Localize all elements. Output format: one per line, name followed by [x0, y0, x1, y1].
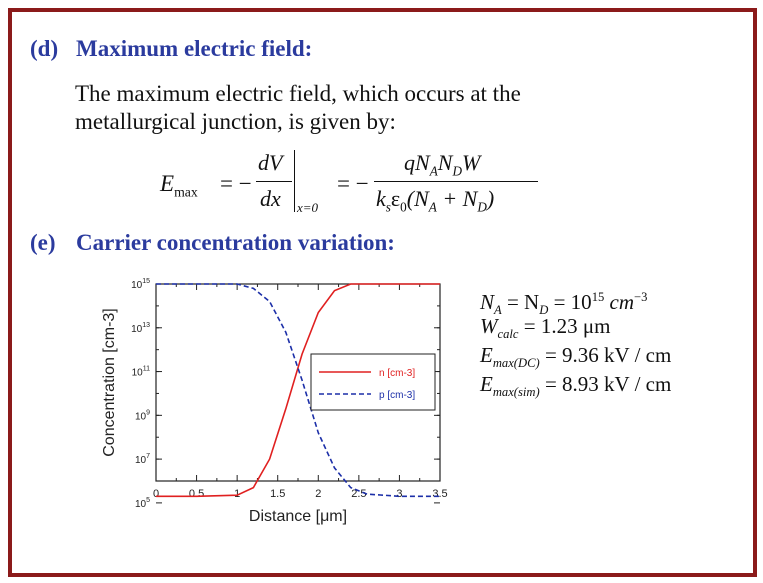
legend-label-1: p [cm-3] — [379, 390, 415, 401]
eq-num-1: dV — [258, 150, 283, 175]
legend-label-0: n [cm-3] — [379, 368, 415, 379]
result-emax-sim: Emax(sim) = 8.93 kV / cm — [480, 372, 672, 400]
y-axis-label: Concentration [cm-3] — [101, 308, 118, 457]
paragraph-line-2: metallurgical junction, is given by: — [75, 109, 396, 134]
y-tick-label: 105 — [135, 497, 150, 510]
result-doping: NA = ND = 1015 cm−3 — [480, 290, 648, 318]
section-e-tag: (e) — [30, 230, 56, 255]
section-e-title: Carrier concentration variation: — [76, 230, 395, 255]
paragraph: The maximum electric field, which occurs… — [75, 80, 521, 136]
slide-frame — [8, 8, 757, 577]
eq-num-2: qNANDW — [404, 150, 481, 179]
series-n-line — [156, 283, 440, 498]
eq-eval-bar — [294, 150, 295, 212]
x-tick-label: 1.5 — [270, 488, 285, 500]
eq-equals-2: = − — [337, 171, 369, 196]
x-tick-label: 0.5 — [189, 488, 204, 500]
x-tick-label: 1 — [234, 488, 240, 500]
x-tick-label: 3.5 — [432, 488, 447, 500]
eq-den-2: ksε0(NA + ND) — [376, 186, 495, 215]
section-d-tag: (d) — [30, 36, 59, 61]
y-tick-label: 1013 — [131, 322, 150, 335]
y-tick-label: 107 — [135, 453, 150, 466]
y-tick-label: 1015 — [131, 278, 150, 291]
x-axis-label: Distance [μm] — [249, 508, 347, 525]
eq-eval-at: x=0 — [297, 200, 319, 215]
eq-equals-1: = − — [220, 171, 252, 196]
section-d-heading: (d) Maximum electric field: — [30, 36, 312, 62]
x-tick-label: 2 — [315, 488, 321, 500]
x-tick-label: 3 — [396, 488, 402, 500]
x-tick-label: 2.5 — [351, 488, 366, 500]
concentration-chart: 0 0.5 1 1.5 2 2.5 3 3.5 1015 1013 1011 109 107 105 n [… — [101, 278, 448, 525]
y-tick-label: 1011 — [132, 366, 150, 379]
section-e-heading: (e) Carrier concentration variation: — [30, 230, 395, 256]
eq-lhs: Emax — [160, 171, 198, 200]
eq-fraction-bar-1 — [256, 181, 292, 182]
eq-den-1: dx — [260, 186, 281, 211]
section-d-title: Maximum electric field: — [76, 36, 313, 61]
x-tick-label: 0 — [153, 488, 159, 500]
paragraph-line-1: The maximum electric field, which occurs… — [75, 81, 521, 106]
series-p-line — [156, 283, 440, 498]
results-block: NA = ND = 1015 cm−3 Wcalc = 1.23 μm Emax… — [480, 283, 671, 399]
y-tick-label: 109 — [135, 409, 150, 422]
eq-fraction-bar-2 — [374, 181, 538, 182]
emax-equation: Emax = − dV dx x=0 = − qNANDW ksε0(NA + … — [160, 148, 560, 220]
legend-box — [310, 353, 436, 411]
result-emax-dc: Emax(DC) = 9.36 kV / cm — [480, 343, 672, 371]
result-wcalc: Wcalc = 1.23 μm — [480, 314, 611, 342]
